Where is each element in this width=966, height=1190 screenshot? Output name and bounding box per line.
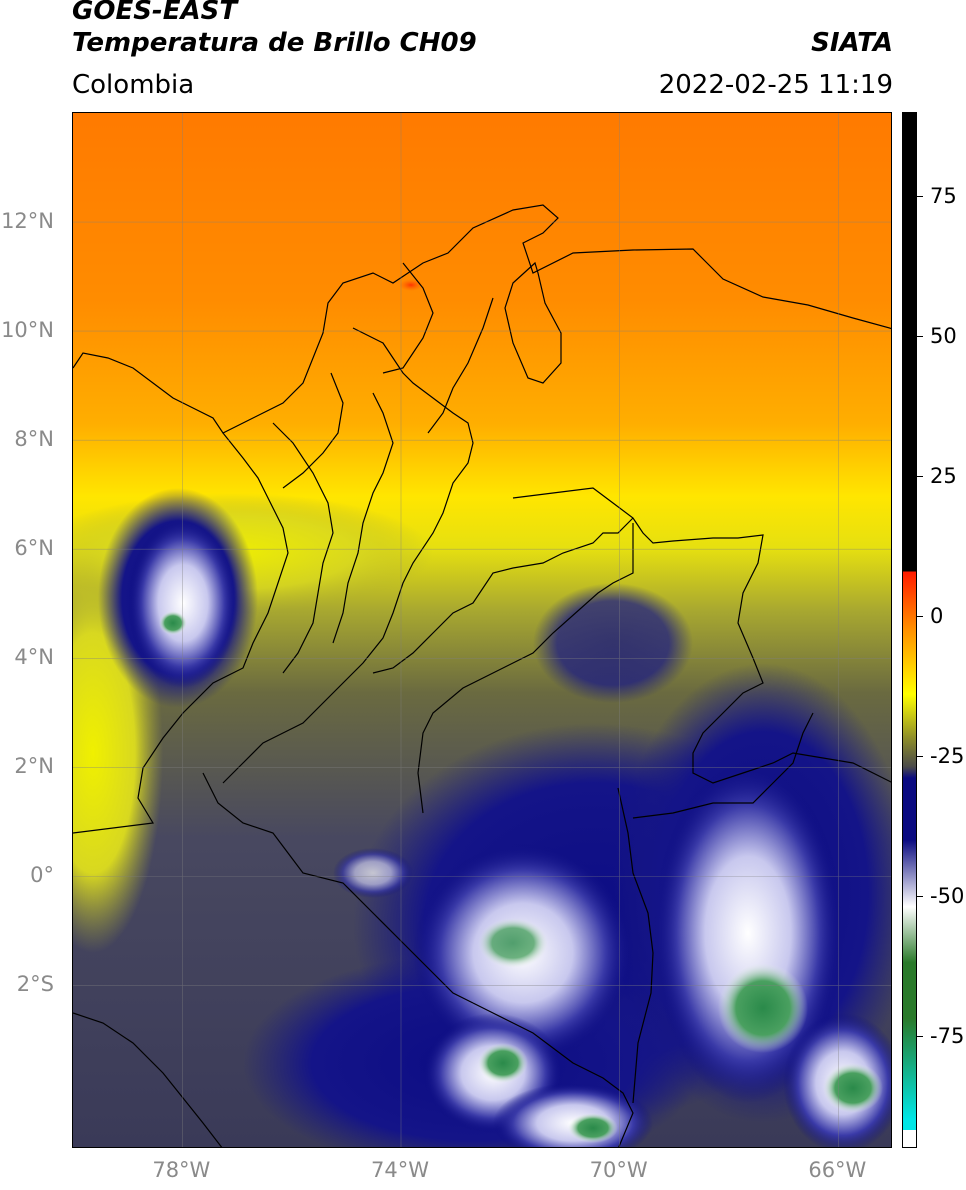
colorbar-tick-mark xyxy=(917,756,923,757)
colorbar-tick-mark xyxy=(917,476,923,477)
warm-spot xyxy=(399,279,423,291)
colorbar-tick-mark xyxy=(917,1036,923,1037)
satellite-title: GOES-EAST xyxy=(72,0,238,26)
colorbar-tick-mark xyxy=(917,196,923,197)
longitude-tick-label: 70°W xyxy=(589,1158,648,1182)
map-canvas xyxy=(73,113,891,1147)
colorbar-tick-mark xyxy=(917,616,923,617)
latitude-tick-label: 8°N xyxy=(14,427,54,452)
latitude-tick-label: 2°S xyxy=(16,972,54,997)
colorbar-tick-label: -25 xyxy=(930,744,965,768)
coldest-top-pacific xyxy=(159,611,187,635)
satellite-map[interactable] xyxy=(72,112,892,1148)
map-borders xyxy=(73,204,891,1147)
datetime-label: 2022-02-25 11:19 xyxy=(658,70,893,100)
coldest-top-south xyxy=(478,1043,528,1083)
latitude-tick-label: 4°N xyxy=(14,645,54,670)
colorbar xyxy=(902,112,917,1148)
latitude-tick-label: 2°N xyxy=(14,754,54,779)
colorbar-tick-label: 50 xyxy=(930,324,957,348)
colorbar-tick-mark xyxy=(917,896,923,897)
coldest-top-southeast xyxy=(823,1063,883,1113)
latitude-tick-label: 6°N xyxy=(14,536,54,561)
colorbar-tick-label: -50 xyxy=(930,884,965,908)
colorbar-tick-label: 75 xyxy=(930,184,957,208)
latitude-tick-label: 0° xyxy=(30,863,54,888)
coldest-top-west xyxy=(478,918,548,968)
longitude-tick-label: 66°W xyxy=(808,1158,867,1182)
colorbar-tick-mark xyxy=(917,336,923,337)
colorbar-tick-label: -75 xyxy=(930,1024,965,1048)
longitude-tick-label: 78°W xyxy=(152,1158,211,1182)
region-label: Colombia xyxy=(72,70,195,100)
cold-region-llanos xyxy=(533,583,693,703)
longitude-tick-label: 74°W xyxy=(371,1158,429,1182)
latitude-tick-label: 10°N xyxy=(1,318,54,343)
product-title: Temperatura de Brillo CH09 xyxy=(72,28,477,58)
colorbar-tick-label: 0 xyxy=(930,604,944,628)
storm-cell-small xyxy=(333,848,413,898)
latitude-tick-label: 12°N xyxy=(1,209,54,234)
map-gridlines xyxy=(73,113,891,1147)
storm-cell-pacific xyxy=(128,518,238,688)
coldest-top-south-edge xyxy=(568,1113,618,1143)
coldest-top-east xyxy=(718,963,808,1053)
agency-label: SIATA xyxy=(811,28,893,58)
colorbar-tick-label: 25 xyxy=(930,464,957,488)
